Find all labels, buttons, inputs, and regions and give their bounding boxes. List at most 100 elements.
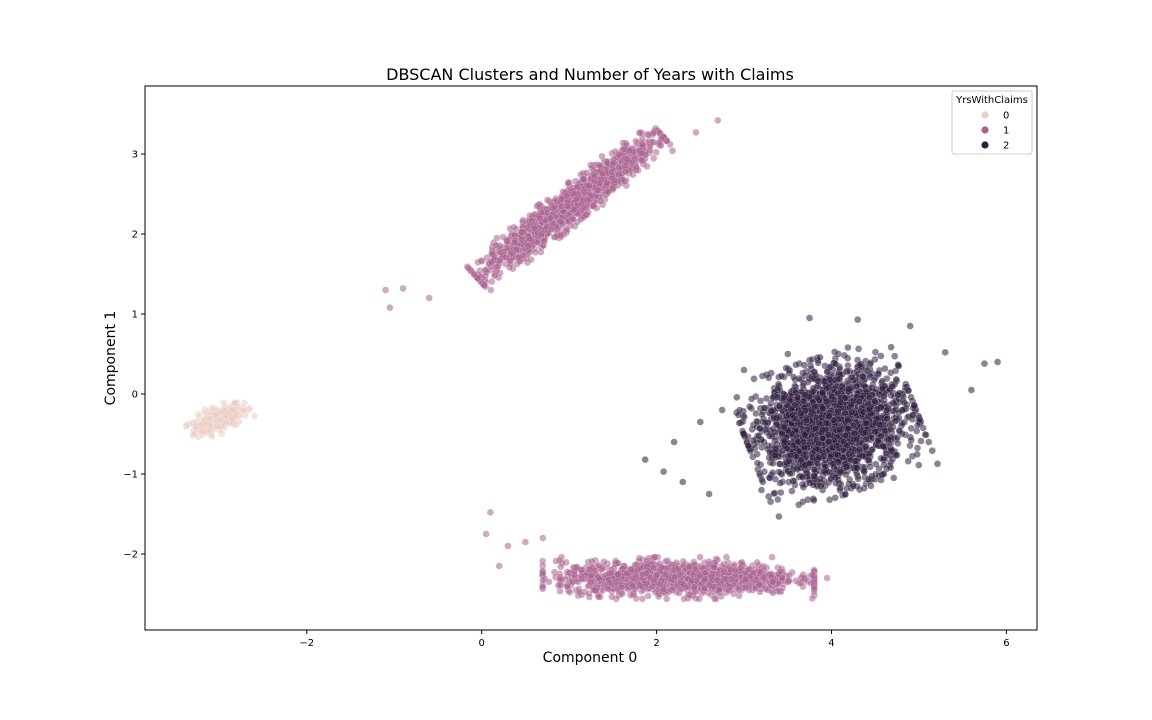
data-point-yrs-1	[625, 147, 634, 155]
data-point-yrs-1	[581, 571, 590, 580]
data-point-yrs-1	[533, 202, 541, 210]
data-point-yrs-1	[482, 530, 490, 538]
data-point-yrs-0	[212, 411, 220, 419]
data-point-yrs-1	[756, 568, 765, 576]
data-point-yrs-1	[610, 176, 618, 185]
data-point-yrs-2	[800, 361, 809, 369]
data-point-yrs-2	[834, 476, 842, 484]
data-point-yrs-1	[548, 225, 556, 233]
data-point-yrs-1	[587, 578, 595, 586]
data-point-yrs-1	[722, 553, 731, 561]
data-point-yrs-2	[894, 362, 903, 370]
data-point-yrs-2	[795, 501, 803, 509]
data-point-yrs-1	[528, 217, 536, 225]
data-point-yrs-1	[632, 163, 641, 171]
data-point-yrs-1	[502, 253, 510, 262]
data-point-yrs-2	[817, 482, 825, 490]
data-point-yrs-2	[895, 427, 903, 435]
data-point-yrs-2	[915, 461, 923, 469]
data-point-yrs-1	[495, 562, 503, 570]
data-point-yrs-1	[778, 584, 787, 592]
data-point-yrs-1	[399, 284, 407, 293]
data-point-yrs-2	[756, 397, 765, 405]
data-point-yrs-1	[611, 557, 620, 565]
data-point-yrs-2	[739, 430, 748, 438]
data-point-yrs-1	[554, 581, 563, 590]
data-point-yrs-1	[627, 565, 635, 573]
data-point-yrs-2	[913, 444, 922, 452]
data-point-yrs-2	[879, 442, 887, 450]
data-point-yrs-2	[893, 433, 902, 442]
data-point-yrs-1	[490, 272, 499, 280]
data-point-yrs-2	[734, 411, 743, 419]
data-point-yrs-1	[696, 553, 704, 561]
data-point-yrs-1	[518, 218, 527, 226]
data-point-yrs-1	[487, 286, 495, 294]
data-point-yrs-1	[563, 582, 572, 591]
data-point-yrs-1	[600, 558, 608, 566]
data-point-yrs-1	[572, 564, 581, 572]
points-layer	[182, 116, 1002, 603]
data-point-yrs-2	[770, 489, 778, 498]
data-point-yrs-1	[652, 148, 660, 156]
data-point-yrs-2	[864, 475, 873, 484]
data-point-yrs-1	[524, 242, 532, 250]
data-point-yrs-1	[772, 584, 780, 592]
data-point-yrs-1	[652, 572, 660, 580]
data-point-yrs-2	[877, 454, 885, 463]
data-point-yrs-2	[768, 407, 776, 415]
data-point-yrs-1	[510, 238, 518, 247]
data-point-yrs-2	[777, 488, 785, 497]
data-point-yrs-1	[517, 236, 525, 244]
data-point-yrs-1	[711, 595, 719, 603]
data-point-yrs-2	[825, 496, 834, 504]
data-point-yrs-2	[844, 343, 852, 352]
data-point-yrs-1	[638, 140, 646, 149]
data-point-yrs-1	[608, 168, 616, 176]
data-point-yrs-1	[587, 161, 595, 169]
data-point-yrs-2	[836, 484, 844, 492]
data-point-yrs-2	[928, 447, 936, 455]
data-point-yrs-1	[463, 263, 472, 271]
data-point-yrs-0	[209, 404, 217, 412]
data-point-yrs-1	[563, 226, 571, 234]
data-point-yrs-0	[228, 414, 236, 423]
data-point-yrs-1	[755, 580, 763, 589]
data-point-yrs-2	[892, 375, 900, 384]
data-point-yrs-1	[539, 576, 547, 585]
data-point-yrs-1	[521, 538, 530, 546]
data-point-yrs-2	[860, 467, 869, 475]
data-point-yrs-2	[758, 476, 766, 484]
data-point-yrs-1	[557, 563, 565, 571]
data-point-yrs-2	[898, 419, 906, 428]
data-point-yrs-2	[823, 368, 831, 376]
data-point-yrs-2	[792, 361, 800, 369]
data-point-yrs-1	[692, 128, 700, 137]
data-point-yrs-1	[808, 571, 817, 579]
data-point-yrs-1	[587, 192, 595, 200]
data-point-yrs-1	[799, 571, 807, 579]
data-point-yrs-1	[527, 255, 535, 264]
data-point-yrs-2	[865, 456, 873, 464]
data-point-yrs-1	[575, 588, 584, 596]
data-point-yrs-1	[717, 592, 725, 600]
data-point-yrs-1	[642, 579, 650, 588]
data-point-yrs-1	[492, 241, 500, 249]
data-point-yrs-0	[221, 412, 229, 420]
data-point-yrs-1	[598, 152, 606, 161]
data-point-yrs-1	[543, 196, 552, 204]
data-point-yrs-2	[799, 483, 808, 491]
data-point-yrs-1	[478, 257, 486, 265]
data-point-yrs-1	[590, 172, 599, 180]
data-point-yrs-1	[700, 584, 709, 593]
data-point-yrs-1	[595, 161, 603, 169]
data-point-yrs-1	[486, 508, 495, 517]
data-point-yrs-2	[760, 468, 768, 476]
data-point-yrs-1	[526, 235, 534, 243]
chart-title: DBSCAN Clusters and Number of Years with…	[386, 65, 794, 84]
data-point-yrs-1	[635, 129, 644, 137]
data-point-yrs-1	[539, 583, 547, 591]
data-point-yrs-1	[807, 579, 815, 587]
data-point-yrs-0	[190, 430, 199, 438]
data-point-yrs-1	[651, 553, 659, 561]
